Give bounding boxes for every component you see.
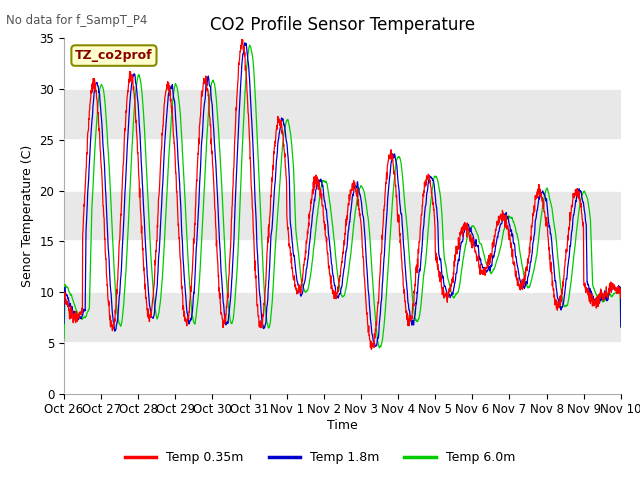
Bar bbox=[64, 191, 621, 241]
Text: No data for f_SampT_P4: No data for f_SampT_P4 bbox=[6, 14, 148, 27]
Line: Temp 0.35m: Temp 0.35m bbox=[64, 39, 621, 349]
Temp 0.35m bbox=[88, 88, 96, 94]
Line: Temp 1.8m: Temp 1.8m bbox=[64, 43, 621, 346]
Temp 6.0m bbox=[246, 42, 253, 48]
Temp 6.0m bbox=[60, 336, 68, 341]
Temp 6.0m bbox=[602, 297, 609, 303]
Line: Temp 6.0m: Temp 6.0m bbox=[64, 45, 621, 348]
Text: TZ_co2prof: TZ_co2prof bbox=[75, 49, 153, 62]
Temp 1.8m bbox=[316, 178, 324, 184]
Temp 1.8m bbox=[601, 288, 609, 294]
Temp 6.0m bbox=[601, 297, 609, 303]
Temp 1.8m bbox=[602, 292, 609, 298]
Temp 6.0m bbox=[376, 345, 383, 351]
Legend: Temp 0.35m, Temp 1.8m, Temp 6.0m: Temp 0.35m, Temp 1.8m, Temp 6.0m bbox=[120, 446, 520, 469]
Title: CO2 Profile Sensor Temperature: CO2 Profile Sensor Temperature bbox=[210, 16, 475, 34]
Temp 6.0m bbox=[617, 324, 625, 330]
Temp 6.0m bbox=[331, 247, 339, 252]
Temp 1.8m bbox=[499, 213, 507, 219]
Temp 0.35m bbox=[367, 347, 375, 352]
Bar bbox=[64, 292, 621, 343]
Temp 1.8m bbox=[371, 343, 379, 349]
Temp 0.35m bbox=[601, 291, 609, 297]
Temp 1.8m bbox=[331, 283, 339, 288]
Temp 1.8m bbox=[60, 320, 68, 326]
X-axis label: Time: Time bbox=[327, 419, 358, 432]
Temp 1.8m bbox=[241, 40, 248, 46]
Temp 6.0m bbox=[316, 190, 324, 195]
Temp 6.0m bbox=[499, 232, 507, 238]
Temp 0.35m bbox=[617, 295, 625, 301]
Temp 0.35m bbox=[60, 289, 68, 295]
Temp 1.8m bbox=[617, 324, 625, 330]
Temp 0.35m bbox=[316, 193, 324, 199]
Y-axis label: Senor Temperature (C): Senor Temperature (C) bbox=[21, 145, 34, 287]
Temp 0.35m bbox=[331, 290, 339, 296]
Temp 6.0m bbox=[88, 195, 96, 201]
Temp 1.8m bbox=[88, 114, 96, 120]
Bar bbox=[64, 89, 621, 140]
Temp 0.35m bbox=[499, 214, 507, 219]
Temp 0.35m bbox=[602, 293, 609, 299]
Temp 0.35m bbox=[238, 36, 246, 42]
